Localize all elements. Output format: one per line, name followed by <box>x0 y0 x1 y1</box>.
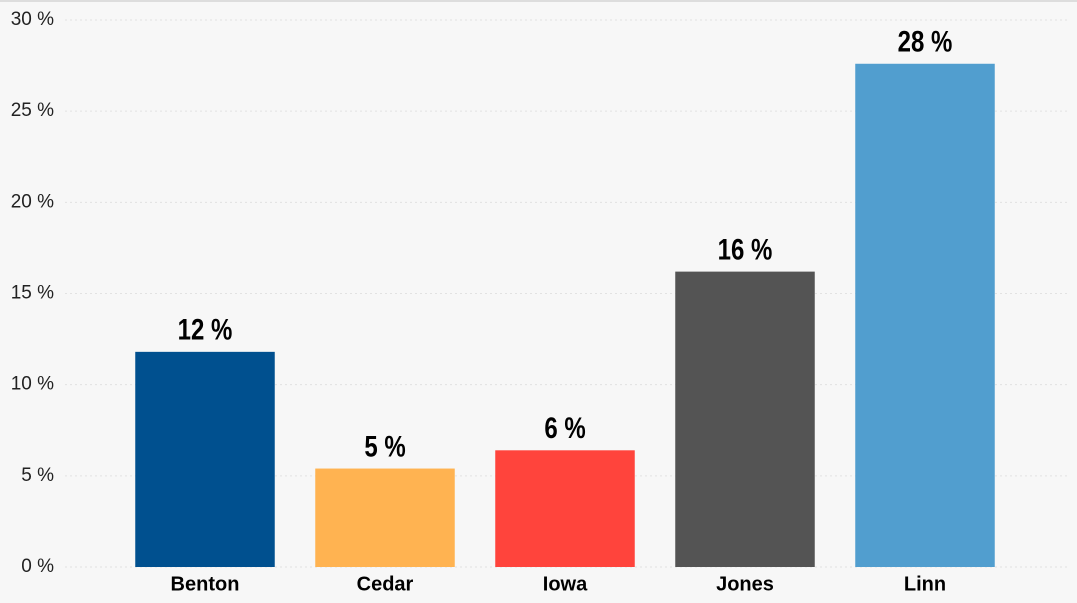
bar <box>675 271 815 567</box>
x-tick-label: Iowa <box>543 573 588 595</box>
bar <box>495 450 635 567</box>
y-tick-label: 5 % <box>21 465 54 486</box>
bar <box>315 468 455 567</box>
value-label: 16 % <box>718 232 773 266</box>
x-tick-label: Linn <box>904 573 946 595</box>
y-tick-label: 10 % <box>11 374 54 395</box>
y-tick-label: 0 % <box>21 556 54 577</box>
x-tick-label: Benton <box>171 573 240 595</box>
bar <box>135 351 275 567</box>
x-tick-label: Cedar <box>357 573 414 595</box>
bar <box>855 63 995 567</box>
value-label: 6 % <box>544 411 585 445</box>
value-label: 28 % <box>898 24 953 58</box>
x-tick-label: Jones <box>716 573 774 595</box>
value-label: 5 % <box>364 429 405 463</box>
y-tick-label: 25 % <box>11 100 54 121</box>
y-tick-label: 15 % <box>11 283 54 304</box>
value-label: 12 % <box>178 312 233 346</box>
y-tick-label: 20 % <box>11 191 54 212</box>
y-tick-label: 30 % <box>11 9 54 30</box>
